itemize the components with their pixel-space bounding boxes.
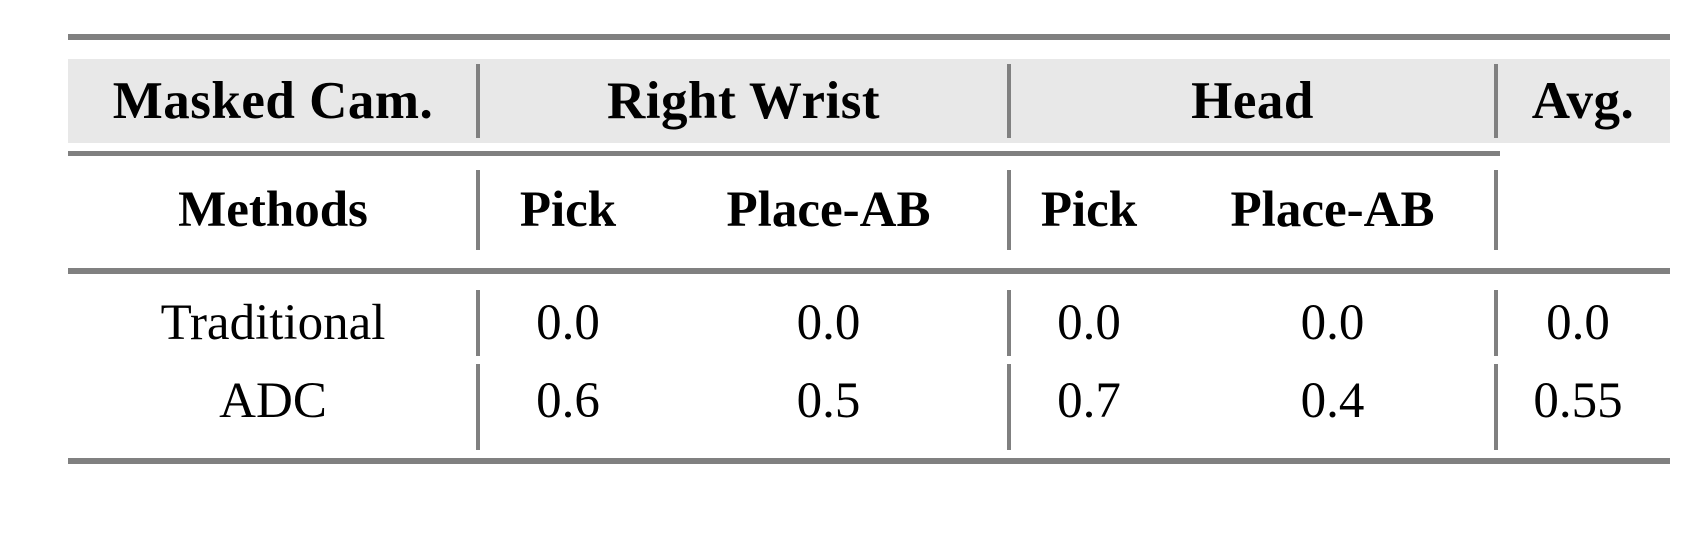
cell-right-wrist-place-ab: 0.0 (796, 295, 861, 351)
cell-avg: 0.0 (1546, 295, 1610, 351)
table-sub-header-row: Methods Pick Place-AB Pick Place-AB (68, 162, 1670, 258)
vrule-head-avg-row-0 (1494, 290, 1498, 356)
vrule-rw-head-row-1 (1007, 364, 1011, 450)
header-group-right-wrist: Right Wrist (607, 72, 880, 130)
vrule-rw-head-sub (1007, 170, 1011, 250)
table-bottom-rule (68, 458, 1670, 464)
cell-head-pick: 0.7 (1057, 373, 1121, 429)
row-label-method: ADC (219, 373, 327, 429)
vrule-rw-head-row-0 (1007, 290, 1011, 356)
header-avg: Avg. (1531, 72, 1635, 130)
header-shade-band (68, 59, 1670, 143)
row-label-method: Traditional (160, 295, 386, 351)
header-methods: Methods (178, 182, 368, 238)
vrule-methods-group (476, 64, 480, 138)
table-mid-rule (68, 268, 1670, 274)
header-masked-cam: Masked Cam. (112, 72, 434, 130)
vrule-methods-row-0 (476, 290, 480, 356)
vrule-rw-head-group (1007, 64, 1011, 138)
header-avg-empty (1486, 162, 1670, 258)
cell-right-wrist-pick: 0.6 (536, 373, 600, 429)
vrule-head-avg-sub (1494, 170, 1498, 250)
header-group-head: Head (1191, 72, 1314, 130)
table-group-header-row: Masked Cam. Right Wrist Head Avg. (68, 59, 1670, 143)
header-right-wrist-pick: Pick (519, 182, 617, 238)
cell-avg: 0.55 (1533, 373, 1623, 429)
results-table: Masked Cam. Right Wrist Head Avg. Method… (68, 34, 1670, 464)
cell-head-place-ab: 0.0 (1300, 295, 1365, 351)
table-cmid-rule (68, 151, 1500, 156)
header-head-pick: Pick (1040, 182, 1138, 238)
vrule-head-avg-row-1 (1494, 364, 1498, 450)
table-top-rule (68, 34, 1670, 40)
table-row: ADC 0.6 0.5 0.7 0.4 0.55 (68, 362, 1670, 440)
header-right-wrist-place-ab: Place-AB (726, 182, 931, 238)
vrule-head-avg-group (1494, 64, 1498, 138)
table-row: Traditional 0.0 0.0 0.0 0.0 0.0 (68, 284, 1670, 362)
vrule-methods-row-1 (476, 364, 480, 450)
cell-head-place-ab: 0.4 (1300, 373, 1365, 429)
cell-head-pick: 0.0 (1057, 295, 1121, 351)
cell-right-wrist-pick: 0.0 (536, 295, 600, 351)
header-head-place-ab: Place-AB (1230, 182, 1435, 238)
cell-right-wrist-place-ab: 0.5 (796, 373, 861, 429)
vrule-methods-sub (476, 170, 480, 250)
